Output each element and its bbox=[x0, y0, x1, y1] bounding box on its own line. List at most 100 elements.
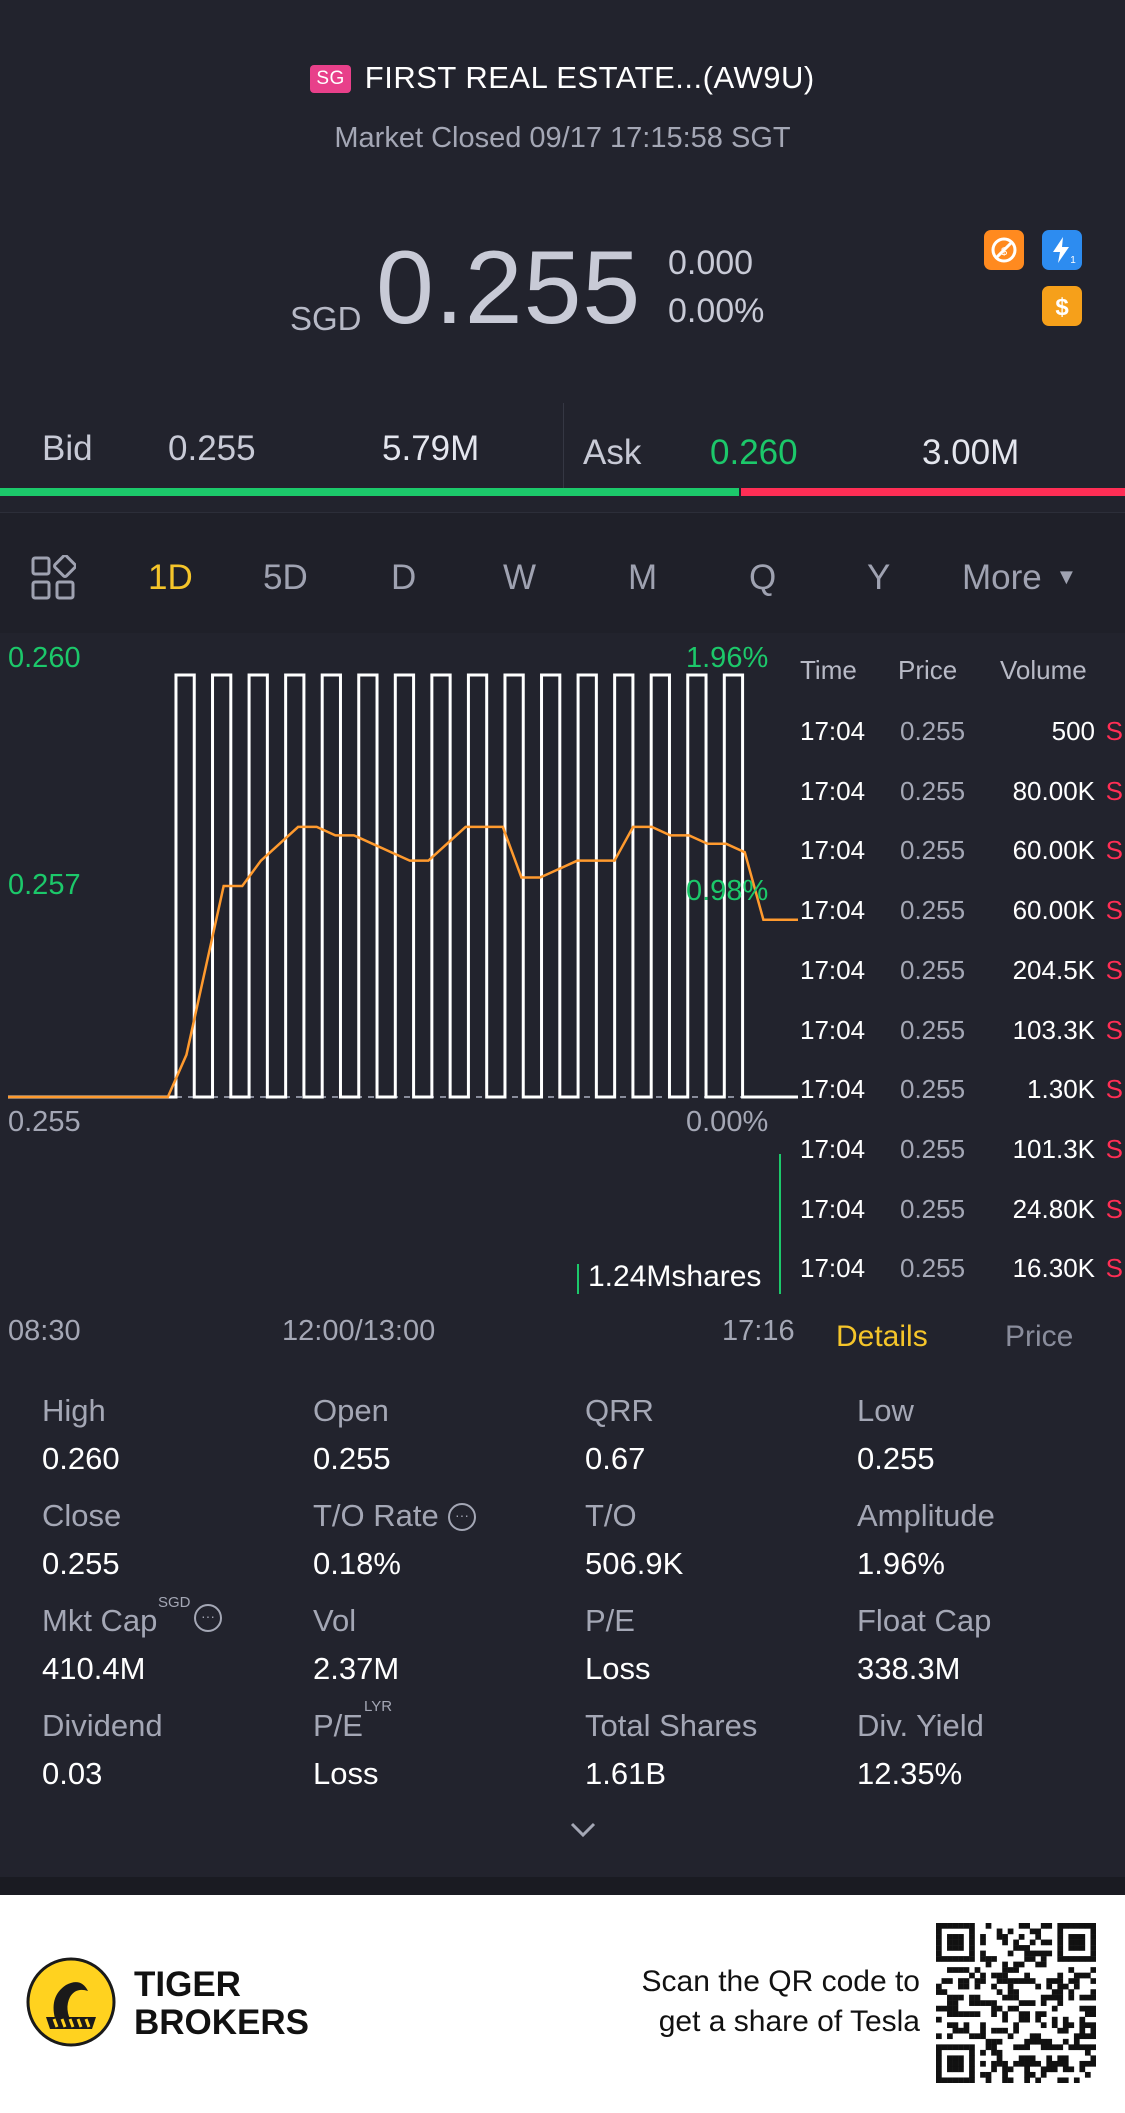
y-label-bottom: 0.255 bbox=[8, 1106, 81, 1138]
tick-price: 0.255 bbox=[900, 835, 966, 866]
stat-value-t-o-rate: 0.18% bbox=[313, 1546, 401, 1581]
tick-volume: 60.00K bbox=[1012, 895, 1095, 926]
tick-price: 0.255 bbox=[900, 954, 966, 985]
tab-details[interactable]: Details bbox=[836, 1320, 928, 1353]
tick-time: 17:04 bbox=[800, 895, 866, 926]
stat-label-p-e: P/E bbox=[313, 1708, 363, 1743]
pct-label-mid: 0.98% bbox=[686, 875, 769, 907]
dollar-icon[interactable]: $ bbox=[1042, 286, 1082, 326]
tick-row: 17:04 0.255 101.3K S bbox=[800, 1134, 1125, 1174]
brand-line-2: BROKERS bbox=[134, 2003, 310, 2042]
flash-1-icon[interactable]: 1 bbox=[1042, 230, 1082, 270]
intraday-chart[interactable] bbox=[0, 634, 800, 1354]
tick-side-flag: S bbox=[1105, 775, 1123, 806]
tick-row: 17:04 0.255 60.00K S bbox=[800, 835, 1125, 875]
tab-y[interactable]: Y bbox=[867, 558, 891, 597]
stat-value-amplitude: 1.96% bbox=[857, 1546, 945, 1581]
volume-label: 1.24Mshares bbox=[588, 1260, 762, 1293]
tick-time: 17:04 bbox=[800, 716, 866, 746]
stat-label-close: Close bbox=[42, 1498, 122, 1533]
series-step-line bbox=[8, 673, 798, 1099]
expand-chevron-icon[interactable] bbox=[568, 1820, 598, 1845]
tab-5d[interactable]: 5D bbox=[263, 558, 308, 597]
tick-row: 17:04 0.255 1.30K S bbox=[800, 1074, 1125, 1114]
tick-row: 17:04 0.255 80.00K S bbox=[800, 776, 1125, 816]
ticks-header-volume: Volume bbox=[1000, 655, 1087, 685]
tick-volume: 60.00K bbox=[1012, 835, 1095, 866]
stat-value-high: 0.260 bbox=[42, 1441, 120, 1476]
pct-label-top: 1.96% bbox=[686, 642, 769, 674]
tick-volume: 101.3K bbox=[1012, 1133, 1095, 1164]
stat-label-float-cap: Float Cap bbox=[857, 1603, 992, 1638]
tab-w[interactable]: W bbox=[503, 558, 537, 597]
stat-value-mkt-cap: 410.4M bbox=[42, 1651, 146, 1686]
mkt-cap-info-icon[interactable]: ··· bbox=[194, 1604, 222, 1632]
tab-m[interactable]: M bbox=[628, 558, 658, 597]
tick-side-flag: S bbox=[1105, 1253, 1123, 1284]
tick-volume: 24.80K bbox=[1012, 1193, 1095, 1224]
tick-price: 0.255 bbox=[900, 716, 966, 746]
tick-side-flag: S bbox=[1105, 835, 1123, 866]
to-rate-info-icon[interactable]: ··· bbox=[448, 1503, 476, 1531]
stat-value-float-cap: 338.3M bbox=[857, 1651, 961, 1686]
bid-ask-ratio-bar bbox=[0, 488, 1125, 496]
tick-time: 17:04 bbox=[800, 835, 866, 866]
stat-value-low: 0.255 bbox=[857, 1441, 935, 1476]
mkt-cap-currency-sup: SGD bbox=[158, 1594, 191, 1611]
svg-text:$: $ bbox=[1055, 294, 1069, 321]
tick-volume: 204.5K bbox=[1012, 954, 1095, 985]
stat-label-high: High bbox=[42, 1393, 106, 1428]
pe-lyr-sup: LYR bbox=[364, 1698, 393, 1715]
tab-more-label: More bbox=[962, 558, 1042, 597]
bid-price: 0.255 bbox=[168, 429, 256, 468]
chart-layout-icon[interactable] bbox=[30, 554, 77, 606]
tick-side-flag: S bbox=[1105, 954, 1123, 985]
ask-label: Ask bbox=[583, 433, 642, 472]
cta-line-1: Scan the QR code to bbox=[641, 1965, 921, 1998]
tab-1d[interactable]: 1D bbox=[148, 558, 193, 597]
tick-price: 0.255 bbox=[900, 1074, 966, 1105]
tick-price: 0.255 bbox=[900, 1133, 966, 1164]
stat-value-t-o: 506.9K bbox=[585, 1546, 684, 1581]
stock-title[interactable]: FIRST REAL ESTATE...(AW9U) bbox=[364, 60, 815, 95]
market-badge: SG bbox=[310, 65, 351, 93]
series-avg-line bbox=[8, 825, 798, 1099]
tab-price[interactable]: Price bbox=[1005, 1320, 1074, 1353]
ticks-header-time: Time bbox=[800, 655, 857, 685]
price-change-pct: 0.00% bbox=[668, 292, 765, 330]
y-label-mid: 0.257 bbox=[8, 869, 81, 901]
tab-more[interactable]: More ▼ bbox=[962, 558, 1077, 598]
svg-text:$: $ bbox=[1001, 246, 1007, 258]
stock-title-row: SG FIRST REAL ESTATE...(AW9U) bbox=[0, 60, 1125, 96]
last-price: 0.255 bbox=[376, 230, 642, 346]
tick-time: 17:04 bbox=[800, 1074, 866, 1105]
tick-price: 0.255 bbox=[900, 1253, 966, 1284]
bid-ratio-fill bbox=[0, 488, 740, 496]
tick-volume: 16.30K bbox=[1012, 1253, 1095, 1284]
cta-line-2: get a share of Tesla bbox=[658, 2005, 920, 2038]
tick-row: 17:04 0.255 204.5K S bbox=[800, 955, 1125, 995]
market-status: Market Closed 09/17 17:15:58 SGT bbox=[334, 122, 791, 154]
tab-q[interactable]: Q bbox=[749, 558, 777, 597]
tick-row: 17:04 0.255 24.80K S bbox=[800, 1194, 1125, 1234]
brand-line-1: TIGER bbox=[134, 1965, 241, 2004]
stat-value-dividend: 0.03 bbox=[42, 1756, 103, 1791]
no-short-icon[interactable]: $ bbox=[984, 230, 1024, 270]
bid-label: Bid bbox=[42, 429, 93, 468]
stat-value-div-yield: 12.35% bbox=[857, 1756, 963, 1791]
tick-time: 17:04 bbox=[800, 1133, 866, 1164]
x-label-start: 08:30 bbox=[8, 1315, 81, 1347]
tab-d[interactable]: D bbox=[391, 558, 417, 597]
tick-price: 0.255 bbox=[900, 1014, 966, 1045]
price-change: 0.000 bbox=[668, 244, 754, 282]
ticks-header-price: Price bbox=[898, 655, 958, 685]
bid-size: 5.79M bbox=[382, 429, 480, 468]
tick-volume: 80.00K bbox=[1012, 775, 1095, 806]
tick-side-flag: S bbox=[1105, 1074, 1123, 1105]
caret-down-icon: ▼ bbox=[1055, 564, 1078, 589]
stat-label-dividend: Dividend bbox=[42, 1708, 163, 1743]
qr-code[interactable] bbox=[936, 1923, 1096, 2083]
tick-volume: 500 bbox=[1051, 716, 1095, 746]
tick-price: 0.255 bbox=[900, 895, 966, 926]
stat-value-qrr: 0.67 bbox=[585, 1441, 646, 1476]
